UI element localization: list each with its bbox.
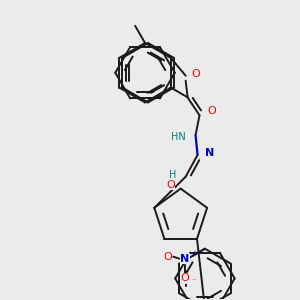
Text: +: + bbox=[191, 250, 197, 256]
Text: O: O bbox=[166, 180, 175, 190]
Text: ⁻: ⁻ bbox=[191, 276, 195, 285]
Text: N: N bbox=[206, 148, 215, 158]
Text: N: N bbox=[181, 254, 190, 264]
Text: O: O bbox=[192, 69, 200, 79]
Text: O: O bbox=[163, 252, 172, 262]
Text: H: H bbox=[169, 170, 177, 180]
Text: O: O bbox=[207, 106, 216, 116]
Text: O: O bbox=[181, 274, 190, 284]
Text: HN: HN bbox=[171, 132, 186, 142]
